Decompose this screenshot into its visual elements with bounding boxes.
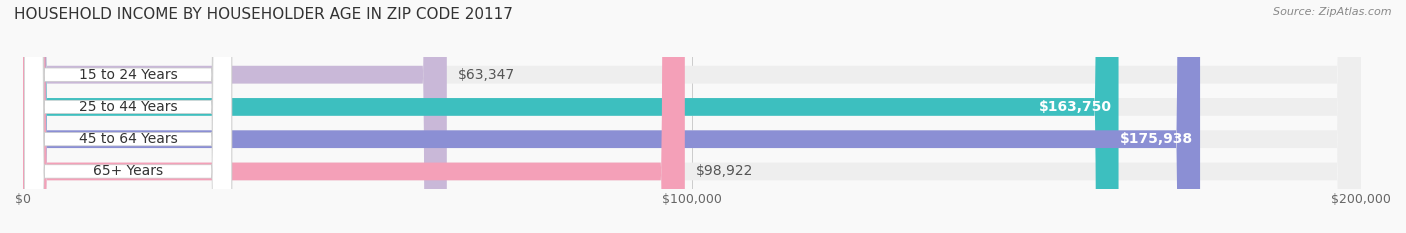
- Text: 15 to 24 Years: 15 to 24 Years: [79, 68, 177, 82]
- FancyBboxPatch shape: [24, 0, 232, 233]
- FancyBboxPatch shape: [22, 0, 1361, 233]
- Text: $163,750: $163,750: [1039, 100, 1112, 114]
- FancyBboxPatch shape: [22, 0, 1361, 233]
- FancyBboxPatch shape: [22, 0, 685, 233]
- FancyBboxPatch shape: [24, 0, 232, 233]
- Text: Source: ZipAtlas.com: Source: ZipAtlas.com: [1274, 7, 1392, 17]
- Text: HOUSEHOLD INCOME BY HOUSEHOLDER AGE IN ZIP CODE 20117: HOUSEHOLD INCOME BY HOUSEHOLDER AGE IN Z…: [14, 7, 513, 22]
- Text: 45 to 64 Years: 45 to 64 Years: [79, 132, 177, 146]
- FancyBboxPatch shape: [22, 0, 1201, 233]
- Text: $98,922: $98,922: [696, 164, 752, 178]
- Text: $175,938: $175,938: [1121, 132, 1194, 146]
- FancyBboxPatch shape: [22, 0, 1361, 233]
- Text: 25 to 44 Years: 25 to 44 Years: [79, 100, 177, 114]
- FancyBboxPatch shape: [24, 0, 232, 233]
- Text: $63,347: $63,347: [457, 68, 515, 82]
- Text: 65+ Years: 65+ Years: [93, 164, 163, 178]
- FancyBboxPatch shape: [22, 0, 1361, 233]
- FancyBboxPatch shape: [22, 0, 1119, 233]
- FancyBboxPatch shape: [22, 0, 447, 233]
- FancyBboxPatch shape: [24, 0, 232, 233]
